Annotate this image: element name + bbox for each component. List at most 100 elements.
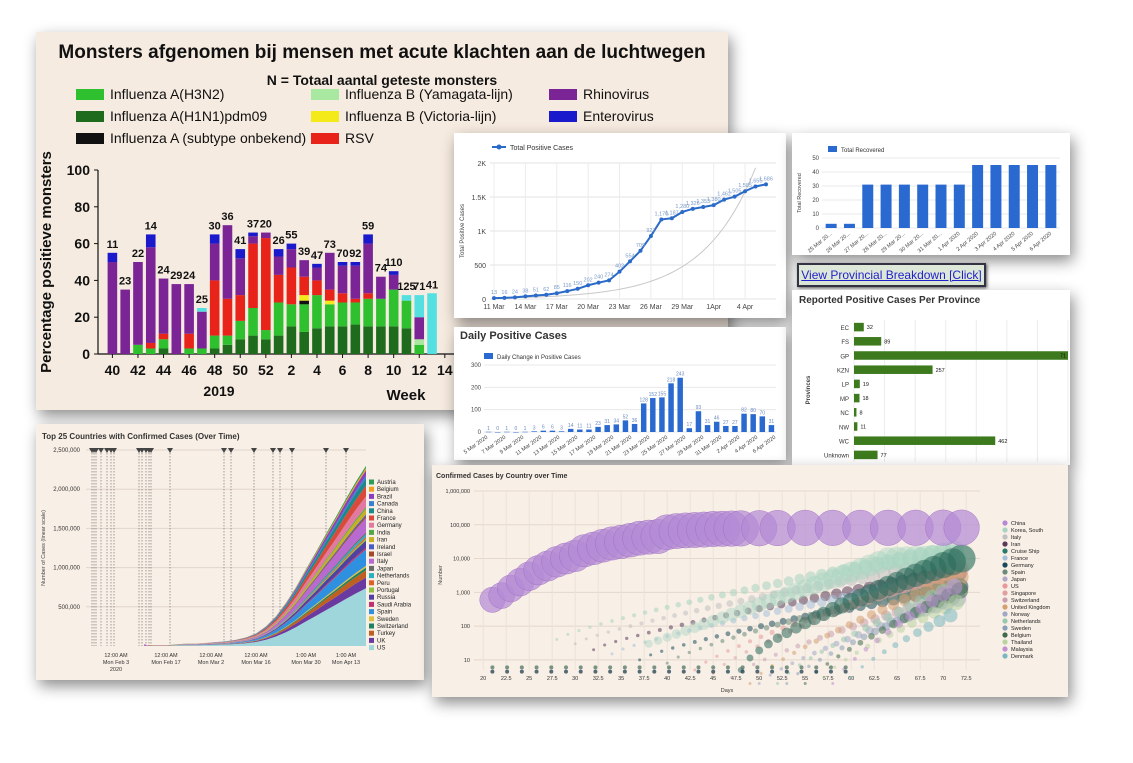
bubble <box>869 556 885 572</box>
bar-segment <box>261 339 271 354</box>
bubble <box>831 565 853 586</box>
bar-segment <box>337 326 348 354</box>
legend-label: US <box>377 646 385 652</box>
province-chart-title: Reported Positive Cases Per Province <box>799 295 981 306</box>
legend-label: Influenza A (subtype onbekend) <box>110 130 307 146</box>
bubble <box>742 600 758 616</box>
data-point <box>628 259 632 264</box>
bar-segment <box>299 295 309 301</box>
bubble <box>843 665 848 670</box>
daily-positive-bar-chart: Daily Change in Positive Cases0100200300… <box>463 353 777 457</box>
data-point <box>764 182 768 187</box>
legend-label: Influenza A(H1N1)pdm09 <box>110 108 268 124</box>
bubble <box>683 610 689 616</box>
bubble <box>784 648 790 653</box>
data-label: 31 <box>705 419 711 425</box>
x-tick-label: 12:00 AM <box>244 653 268 659</box>
bar-segment <box>363 298 373 327</box>
bubble <box>664 604 670 610</box>
bubble <box>592 648 596 652</box>
bar-segment <box>158 278 169 334</box>
daily-positive-title: Daily Positive Cases <box>460 330 568 342</box>
legend-swatch <box>369 544 374 550</box>
y-tick-label: 30 <box>812 184 819 190</box>
legend-label: Netherlands <box>377 574 409 580</box>
x-tick-label: 14 <box>437 362 453 378</box>
provincial-breakdown-link[interactable]: View Provincial Breakdown [Click] <box>797 263 986 287</box>
bubble <box>737 597 745 605</box>
bubble-panel: Confirmed Cases by Country over Time 10 1… <box>432 465 1068 697</box>
n-label: 24 <box>157 265 170 277</box>
bar <box>650 398 656 432</box>
n-label: 92 <box>349 248 361 260</box>
bubble <box>519 669 524 674</box>
bar <box>854 436 996 445</box>
area-baseline <box>144 644 146 646</box>
bar <box>686 428 693 432</box>
bar-segment <box>248 232 258 237</box>
y-tick-label: 300 <box>471 363 482 369</box>
n-label: 24 <box>183 270 196 282</box>
bubble <box>703 637 708 642</box>
bar-segment <box>145 348 156 354</box>
area-series <box>146 549 366 646</box>
bar-segment <box>312 328 322 354</box>
bubble <box>564 669 568 674</box>
bubble <box>676 655 680 659</box>
series-line <box>493 183 767 300</box>
bubble <box>662 632 672 642</box>
bubble <box>722 662 726 666</box>
bar-segment <box>312 280 322 296</box>
bubble <box>884 628 892 636</box>
bubble <box>644 639 653 648</box>
legend-label: United Kingdom <box>1011 605 1051 611</box>
data-label: 31 <box>769 419 775 425</box>
bubble <box>769 590 779 599</box>
y-tick-label: 200 <box>471 385 482 391</box>
bubble <box>902 635 911 643</box>
bubble <box>860 633 868 641</box>
bubble <box>783 576 794 587</box>
legend-swatch <box>76 88 104 100</box>
bubble <box>719 620 726 626</box>
total-recovered-bar-chart: Total Recovered 0 10 20 30 40 50 Total Recovere… <box>797 146 1060 254</box>
data-label: 1,462 <box>717 192 731 198</box>
x-tick-label: 62.5 <box>869 676 880 682</box>
bubble <box>698 646 703 651</box>
bubble <box>825 662 830 666</box>
y-tick-label: 20 <box>812 198 819 204</box>
bubble <box>860 665 864 669</box>
bar <box>494 432 501 433</box>
y-tick-label: 100,000 <box>450 523 470 529</box>
bar <box>567 428 574 432</box>
x-tick-label: 70 <box>940 676 946 682</box>
bar <box>531 431 537 432</box>
y-tick-label: 10 <box>464 658 470 664</box>
x-tick-label: 72.5 <box>961 676 972 682</box>
bubble <box>665 661 669 665</box>
category-label: KZN <box>837 369 849 375</box>
bar <box>854 365 933 374</box>
bar-segment <box>350 302 361 325</box>
bubble <box>672 613 677 618</box>
bubble <box>852 656 857 661</box>
data-label: 71 <box>1060 354 1066 360</box>
data-point <box>554 291 559 296</box>
bar-segment <box>184 333 194 349</box>
n-label: 47 <box>311 250 323 262</box>
bubble <box>806 599 816 609</box>
bar-segment <box>248 335 258 354</box>
bubble <box>790 615 798 623</box>
legend-label: China <box>377 509 393 515</box>
data-label: 36 <box>632 418 638 424</box>
bar-segment <box>235 258 246 296</box>
bubble <box>779 617 787 625</box>
bar-segment <box>184 284 194 334</box>
bubble <box>628 624 633 628</box>
legend-swatch <box>369 637 374 643</box>
legend-marker <box>1002 632 1008 638</box>
n-label: 41 <box>426 279 438 291</box>
bubble <box>707 614 720 628</box>
bubble <box>925 594 939 608</box>
y-tick-label: 0 <box>478 430 482 436</box>
